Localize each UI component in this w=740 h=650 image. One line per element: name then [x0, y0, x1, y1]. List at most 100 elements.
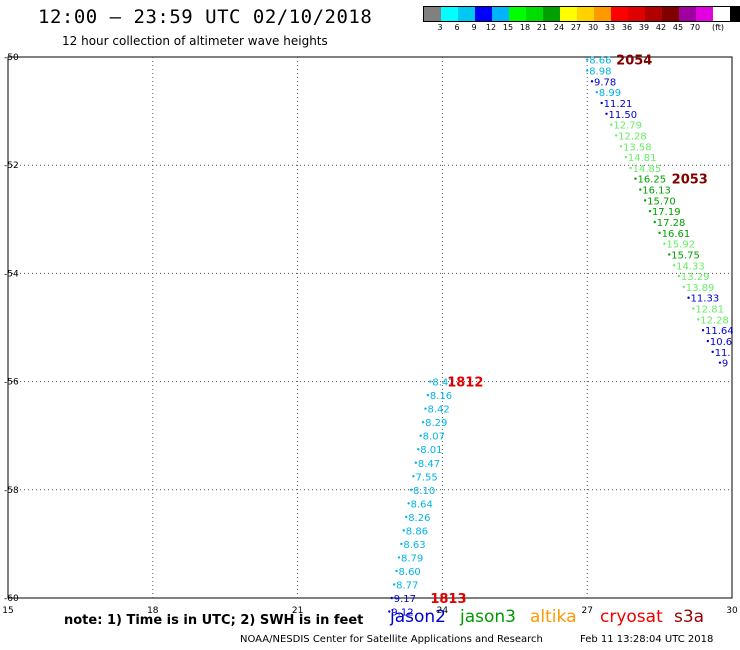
satellite-s3a: s3a — [674, 607, 705, 627]
footer-timestamp: Feb 11 13:28:04 UTC 2018 — [580, 634, 714, 645]
track-point — [419, 434, 422, 437]
wave-height-label: 11.64 — [705, 326, 734, 337]
legend-swatch — [526, 7, 543, 21]
y-tick-label: -58 — [4, 486, 19, 496]
track-point — [407, 502, 410, 505]
track-point — [677, 274, 681, 278]
track-point — [634, 177, 637, 180]
track-point — [682, 285, 685, 289]
legend-swatch — [730, 7, 740, 21]
wave-height-label: 8.01 — [420, 445, 442, 456]
track-point — [629, 166, 632, 170]
y-tick-label: -50 — [4, 53, 19, 63]
x-tick-label: 21 — [292, 606, 303, 616]
wave-height-label: 16.61 — [662, 229, 691, 240]
wave-height-label: 10.6 — [710, 337, 732, 348]
track-point — [424, 407, 427, 410]
wave-height-label: 11. — [715, 348, 731, 359]
pass-time-label: 1813 — [430, 592, 466, 607]
satellite-jason2: jason2 — [390, 607, 446, 627]
wave-height-label: 17.19 — [652, 207, 681, 218]
legend-label: 12 — [485, 23, 497, 32]
wave-height-label: 8.29 — [425, 418, 447, 429]
satellite-altika: altika — [530, 607, 577, 627]
wave-height-label: 8.64 — [411, 499, 433, 510]
wave-height-label: 12.28 — [700, 315, 729, 326]
track-point — [663, 242, 666, 245]
legend-swatch — [424, 7, 441, 21]
track-point — [421, 420, 425, 424]
legend-label: 36 — [621, 23, 633, 32]
wave-height-label: 16.13 — [642, 186, 671, 197]
wave-height-label: 15.92 — [666, 240, 695, 251]
wave-height-label: 8.66 — [589, 56, 611, 67]
legend-label: 27 — [570, 23, 582, 32]
legend-swatch — [543, 7, 560, 21]
track-point — [639, 188, 642, 191]
x-tick-label: 27 — [581, 606, 592, 616]
legend-label: 33 — [604, 23, 616, 32]
track-point — [417, 448, 420, 451]
legend-label: 6 — [454, 23, 460, 32]
track-point — [653, 220, 656, 224]
x-tick-label: 15 — [2, 606, 13, 616]
track-point — [605, 112, 608, 116]
wave-height-label: 8.42 — [432, 378, 454, 389]
legend-swatch — [492, 7, 509, 21]
track-point — [388, 610, 391, 613]
track-point — [590, 80, 594, 83]
footer-credit: NOAA/NESDIS Center for Satellite Applica… — [240, 634, 543, 645]
footer-note: note: 1) Time is in UTC; 2) SWH is in fe… — [64, 613, 364, 628]
legend-label: 45 — [672, 23, 684, 32]
legend-swatch — [628, 7, 645, 21]
track-point — [687, 296, 690, 299]
track-point — [692, 307, 695, 310]
wave-height-label: 8.10 — [413, 486, 435, 497]
legend-label: 70 — [689, 23, 701, 32]
legend-label: 3 — [437, 23, 443, 32]
legend-label: 42 — [655, 23, 667, 32]
wave-height-label: 9.12 — [391, 608, 413, 619]
wave-height-label: 8.07 — [423, 432, 445, 443]
wave-height-label: 11.21 — [604, 99, 633, 110]
wave-height-label: 8.47 — [418, 459, 440, 470]
wave-height-label: 11.33 — [691, 294, 720, 305]
wave-height-label: 8.79 — [401, 553, 423, 564]
track-point — [397, 556, 401, 559]
track-point — [392, 583, 396, 586]
map-frame — [7, 56, 733, 599]
legend-label: 24 — [553, 23, 565, 32]
y-tick-label: -54 — [4, 269, 19, 279]
y-tick-label: -60 — [4, 594, 19, 604]
wave-height-label: 14.33 — [676, 261, 705, 272]
pass-time-label: 2054 — [616, 54, 652, 69]
satellite-jason3: jason3 — [460, 607, 516, 627]
track-point — [648, 209, 652, 213]
track-point — [701, 329, 705, 332]
legend-swatch — [441, 7, 458, 21]
legend-label: 9 — [471, 23, 477, 32]
x-tick-label: 30 — [726, 606, 738, 616]
track-point — [595, 90, 599, 94]
wave-height-label: 8.42 — [428, 405, 450, 416]
wave-height-label: 15.75 — [671, 250, 700, 261]
legend-label: 30 — [587, 23, 599, 32]
color-legend-labels: 3 6 9 12 15 18 21 24 27 30 33 36 39 42 45 70 (ft) — [423, 23, 733, 33]
legend-swatch — [645, 7, 662, 21]
track-point — [619, 145, 623, 148]
track-point — [718, 361, 722, 364]
wave-height-label: 12.79 — [613, 121, 642, 132]
legend-swatch — [509, 7, 526, 21]
track-point — [697, 318, 700, 321]
legend-label: 21 — [536, 23, 548, 32]
track-point — [412, 475, 415, 478]
legend-swatch — [577, 7, 594, 21]
legend-swatch — [611, 7, 628, 21]
track-point — [706, 339, 710, 343]
color-legend-bar — [423, 6, 740, 22]
wave-height-label: 14.81 — [628, 153, 657, 164]
track-point — [390, 596, 393, 600]
legend-swatch — [594, 7, 611, 21]
wave-height-label: 12.81 — [695, 305, 724, 316]
